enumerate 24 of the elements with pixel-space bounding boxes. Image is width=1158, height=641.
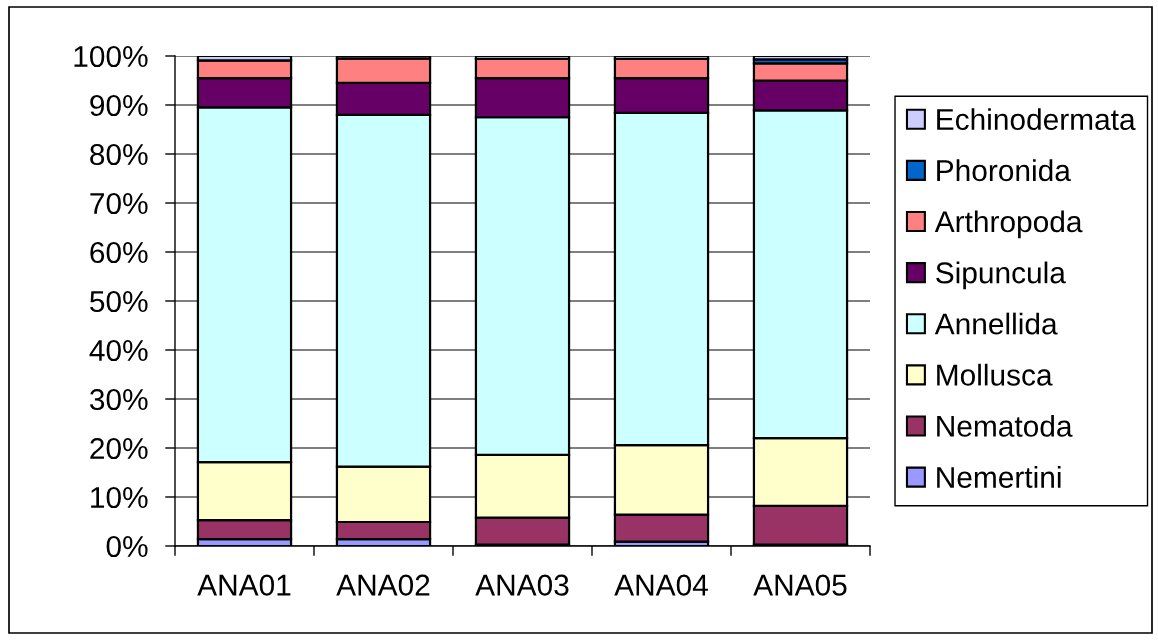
y-tick-label: 90% (90, 94, 148, 117)
legend-label: Nemertini (937, 466, 1061, 488)
y-tick-label: 50% (90, 290, 148, 313)
x-tick-label: ANA01 (197, 574, 291, 596)
y-tick-label: 60% (90, 241, 148, 264)
legend-label: Sipuncula (936, 261, 1066, 290)
y-tick-label: 40% (89, 339, 148, 362)
legend-label: Arthropoda (934, 210, 1083, 239)
y-tick-label: 20% (90, 437, 148, 460)
legend-label: Phoronida (937, 159, 1071, 182)
y-tick-label: 30% (89, 388, 148, 411)
y-tick-label: 80% (90, 143, 148, 166)
y-tick-label: 70% (90, 192, 148, 215)
x-tick-label: ANA03 (475, 574, 569, 596)
y-tick-label: 10% (91, 486, 148, 509)
legend-label: Mollusca (937, 363, 1053, 386)
x-tick-label: ANA05 (753, 574, 847, 596)
y-tick-label: 0% (106, 535, 148, 558)
legend-label: Echinodermata (937, 108, 1136, 131)
y-tick-label: 100% (74, 45, 148, 68)
legend-label: Annellida (934, 312, 1058, 335)
x-tick-label: ANA02 (336, 574, 430, 596)
x-tick-label: ANA04 (614, 574, 708, 596)
legend-label: Nematoda (937, 414, 1073, 437)
